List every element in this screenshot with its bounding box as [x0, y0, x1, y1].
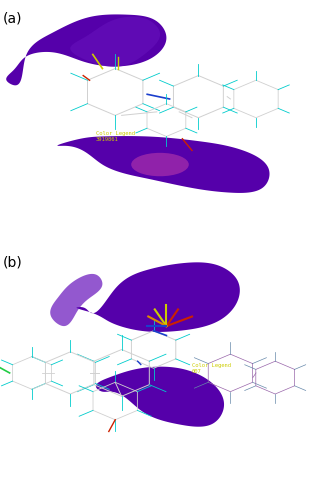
Polygon shape: [6, 14, 166, 86]
Text: Color Legend
007: Color Legend 007: [192, 363, 231, 374]
Text: (a): (a): [3, 11, 23, 25]
Text: Color Legend
3919861: Color Legend 3919861: [96, 131, 135, 142]
Polygon shape: [50, 274, 102, 326]
Polygon shape: [57, 136, 269, 193]
Polygon shape: [70, 16, 160, 67]
Text: (b): (b): [3, 255, 23, 269]
Polygon shape: [96, 366, 224, 426]
Ellipse shape: [131, 153, 189, 176]
Polygon shape: [76, 262, 240, 332]
